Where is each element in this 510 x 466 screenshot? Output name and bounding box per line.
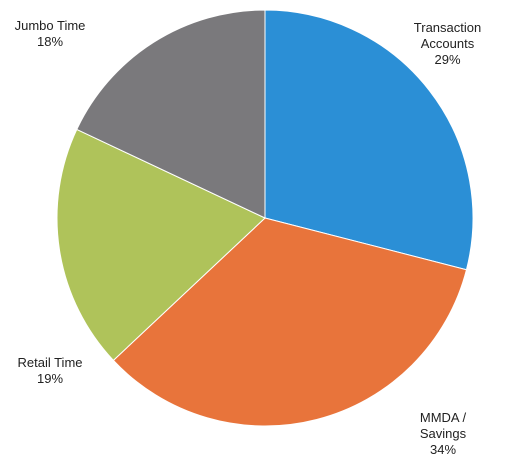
category-name: Transaction Accounts: [413, 20, 482, 51]
value-label: 34%: [429, 442, 457, 457]
slice-label: Jumbo Time 18%: [5, 18, 95, 50]
pie-slice: [264, 9, 474, 271]
category-name: Retail Time: [17, 355, 83, 370]
pie-slice: [76, 9, 266, 219]
value-label: 29%: [434, 52, 461, 67]
slice-label: Transaction Accounts 29%: [400, 20, 495, 68]
category-name: MMDA / Savings: [419, 410, 467, 441]
slice-label: Retail Time 19%: [5, 355, 95, 387]
value-label: 18%: [36, 34, 64, 49]
category-name: Jumbo Time: [14, 18, 86, 33]
pie-slice: [56, 128, 266, 362]
value-label: 19%: [36, 371, 64, 386]
pie-slice: [112, 217, 468, 427]
slice-label: MMDA / Savings 34%: [412, 410, 474, 458]
